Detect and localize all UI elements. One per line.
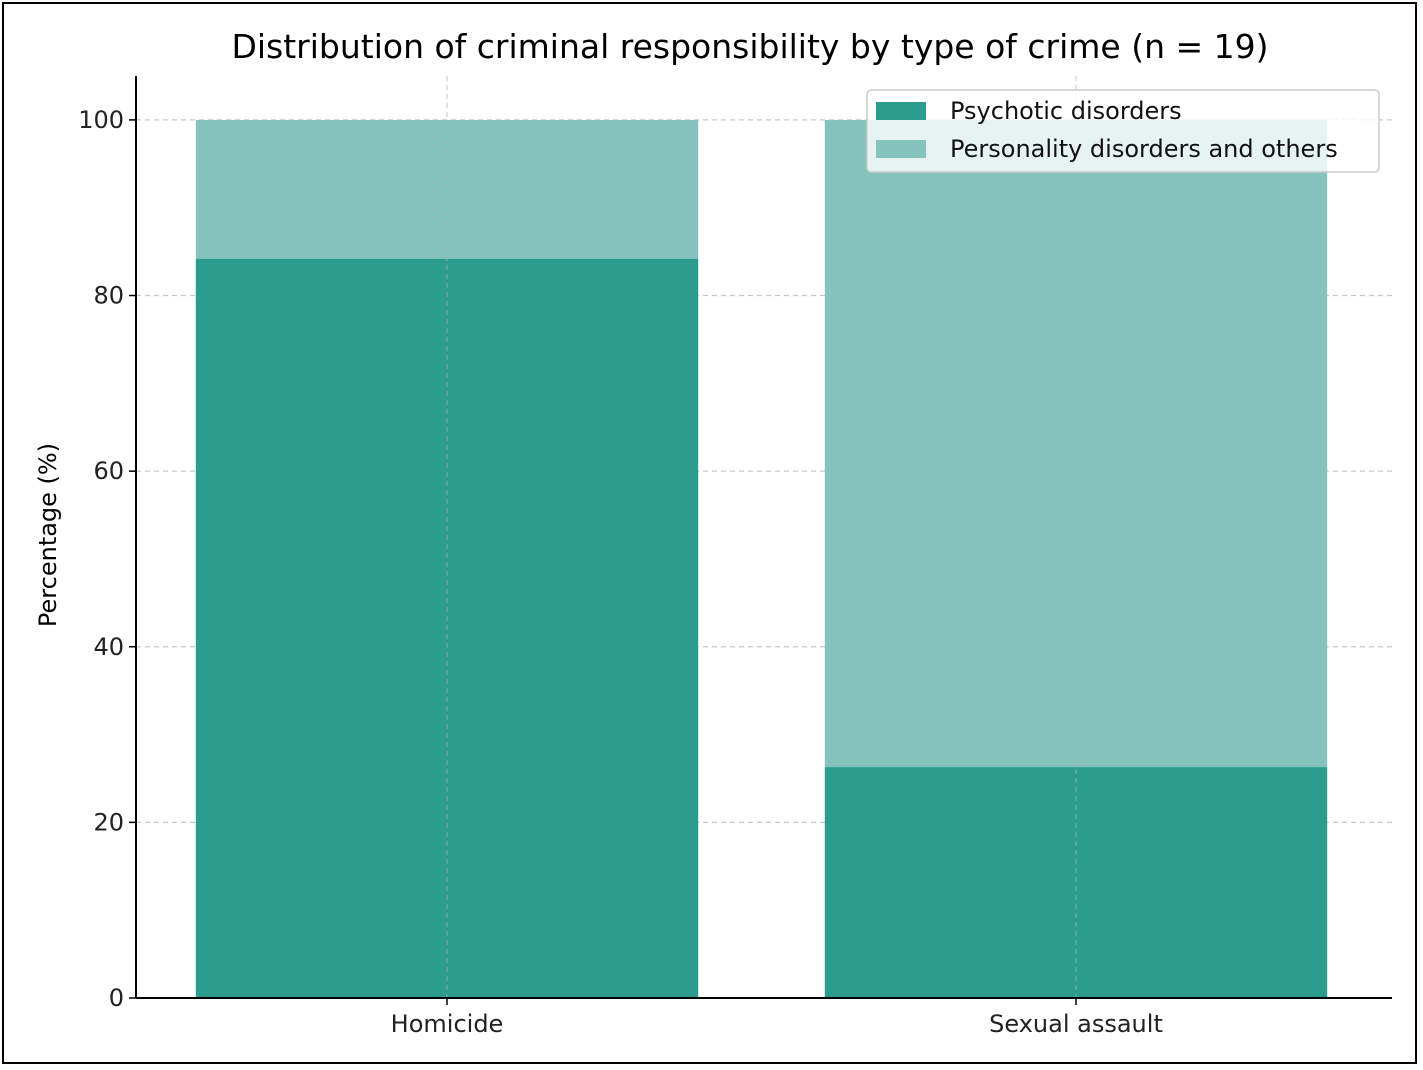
x-tick-label: Sexual assault [989,1010,1163,1038]
y-tick-label: 0 [109,984,124,1012]
y-tick-label: 60 [93,457,124,485]
y-tick-label: 100 [78,106,124,134]
axes [135,76,1392,999]
legend-label: Psychotic disorders [950,97,1182,125]
bar-psychotic-1 [824,767,1328,998]
chart-title: Distribution of criminal responsibility … [231,27,1268,66]
legend-swatch [876,140,926,158]
vertical-grid [446,76,1077,998]
y-axis-label: Percentage (%) [34,443,62,627]
legend: Psychotic disorders Personality disorders… [866,89,1380,173]
ticks: 0 20 40 60 80 100 Homicide Sexual assault [78,106,1163,1038]
legend-label: Personality disorders and others [950,135,1338,163]
y-tick-label: 40 [93,633,124,661]
bars [195,119,1328,998]
legend-swatch [876,102,926,120]
y-tick-label: 20 [93,808,124,836]
x-tick-label: Homicide [391,1010,504,1038]
y-tick-label: 80 [93,282,124,310]
legend-box [866,89,1380,173]
bar-personality-1 [824,119,1328,768]
